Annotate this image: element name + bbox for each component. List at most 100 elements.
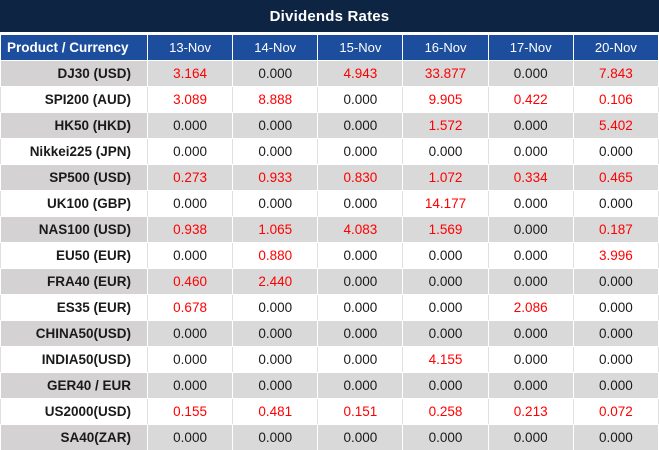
value-cell: 0.000 (317, 294, 404, 321)
value-cell: 1.072 (402, 164, 489, 191)
column-header-date: 15-Nov (317, 34, 404, 61)
value-cell: 0.460 (146, 268, 234, 295)
value-cell: 0.000 (487, 216, 574, 243)
table-row: SPI200 (AUD) 3.089 8.888 0.000 9.905 0.4… (0, 86, 659, 113)
table-row: ES35 (EUR) 0.678 0.000 0.000 0.000 2.086… (0, 294, 659, 321)
value-cell: 0.000 (572, 372, 659, 399)
table-row: CHINA50(USD) 0.000 0.000 0.000 0.000 0.0… (0, 320, 659, 347)
value-cell: 0.000 (487, 320, 574, 347)
table-row: SA40(ZAR) 0.000 0.000 0.000 0.000 0.000 … (0, 424, 659, 450)
value-cell: 0.000 (146, 424, 234, 450)
value-cell: 9.905 (402, 86, 489, 113)
value-cell: 0.000 (402, 424, 489, 450)
product-cell: EU50 (EUR) (0, 242, 148, 269)
value-cell: 0.422 (487, 86, 574, 113)
column-header-product: Product / Currency (0, 34, 148, 61)
value-cell: 0.151 (317, 398, 404, 425)
value-cell: 0.000 (146, 372, 234, 399)
value-cell: 2.086 (487, 294, 574, 321)
value-cell: 14.177 (402, 190, 489, 217)
value-cell: 0.000 (572, 424, 659, 450)
value-cell: 0.000 (232, 346, 319, 373)
product-cell: SP500 (USD) (0, 164, 148, 191)
value-cell: 0.000 (146, 138, 234, 165)
value-cell: 0.481 (232, 398, 319, 425)
value-cell: 0.000 (317, 424, 404, 450)
product-cell: UK100 (GBP) (0, 190, 148, 217)
value-cell: 0.000 (487, 138, 574, 165)
value-cell: 0.072 (572, 398, 659, 425)
value-cell: 0.000 (402, 320, 489, 347)
value-cell: 0.000 (146, 112, 234, 139)
table-row: FRA40 (EUR) 0.460 2.440 0.000 0.000 0.00… (0, 268, 659, 295)
value-cell: 0.000 (572, 190, 659, 217)
value-cell: 0.155 (146, 398, 234, 425)
value-cell: 0.000 (317, 190, 404, 217)
value-cell: 0.000 (232, 112, 319, 139)
value-cell: 0.000 (146, 320, 234, 347)
value-cell: 0.000 (232, 190, 319, 217)
value-cell: 33.877 (402, 60, 489, 87)
value-cell: 0.000 (317, 242, 404, 269)
table-body: DJ30 (USD) 3.164 0.000 4.943 33.877 0.00… (0, 60, 659, 450)
value-cell: 0.000 (317, 112, 404, 139)
value-cell: 3.996 (572, 242, 659, 269)
value-cell: 2.440 (232, 268, 319, 295)
value-cell: 0.000 (146, 346, 234, 373)
value-cell: 0.000 (146, 190, 234, 217)
value-cell: 4.943 (317, 60, 404, 87)
table-row: EU50 (EUR) 0.000 0.880 0.000 0.000 0.000… (0, 242, 659, 269)
value-cell: 0.000 (487, 346, 574, 373)
value-cell: 0.106 (572, 86, 659, 113)
value-cell: 1.569 (402, 216, 489, 243)
value-cell: 0.000 (487, 242, 574, 269)
product-cell: GER40 / EUR (0, 372, 148, 399)
value-cell: 0.000 (572, 294, 659, 321)
value-cell: 1.065 (232, 216, 319, 243)
value-cell: 0.465 (572, 164, 659, 191)
table-row: UK100 (GBP) 0.000 0.000 0.000 14.177 0.0… (0, 190, 659, 217)
value-cell: 0.933 (232, 164, 319, 191)
value-cell: 0.258 (402, 398, 489, 425)
value-cell: 4.083 (317, 216, 404, 243)
value-cell: 0.000 (317, 372, 404, 399)
value-cell: 7.843 (572, 60, 659, 87)
product-cell: HK50 (HKD) (0, 112, 148, 139)
column-header-date: 16-Nov (402, 34, 489, 61)
value-cell: 0.000 (402, 138, 489, 165)
product-cell: US2000(USD) (0, 398, 148, 425)
table-row: US2000(USD) 0.155 0.481 0.151 0.258 0.21… (0, 398, 659, 425)
column-header-date: 14-Nov (232, 34, 319, 61)
value-cell: 0.000 (572, 346, 659, 373)
value-cell: 0.000 (487, 112, 574, 139)
value-cell: 0.000 (402, 242, 489, 269)
product-cell: SA40(ZAR) (0, 424, 148, 450)
product-cell: CHINA50(USD) (0, 320, 148, 347)
product-cell: FRA40 (EUR) (0, 268, 148, 295)
value-cell: 1.572 (402, 112, 489, 139)
dividends-rates-table: Product / Currency 13-Nov 14-Nov 15-Nov … (0, 34, 659, 450)
product-cell: INDIA50(USD) (0, 346, 148, 373)
value-cell: 0.187 (572, 216, 659, 243)
table-row: Nikkei225 (JPN) 0.000 0.000 0.000 0.000 … (0, 138, 659, 165)
value-cell: 0.213 (487, 398, 574, 425)
value-cell: 0.000 (572, 320, 659, 347)
table-row: HK50 (HKD) 0.000 0.000 0.000 1.572 0.000… (0, 112, 659, 139)
value-cell: 0.000 (487, 372, 574, 399)
value-cell: 4.155 (402, 346, 489, 373)
product-cell: DJ30 (USD) (0, 60, 148, 87)
table-row: GER40 / EUR 0.000 0.000 0.000 0.000 0.00… (0, 372, 659, 399)
column-header-date: 20-Nov (572, 34, 659, 61)
value-cell: 0.000 (572, 268, 659, 295)
product-cell: Nikkei225 (JPN) (0, 138, 148, 165)
table-row: INDIA50(USD) 0.000 0.000 0.000 4.155 0.0… (0, 346, 659, 373)
product-cell: NAS100 (USD) (0, 216, 148, 243)
value-cell: 0.678 (146, 294, 234, 321)
value-cell: 0.000 (317, 138, 404, 165)
value-cell: 0.000 (317, 86, 404, 113)
value-cell: 0.000 (402, 268, 489, 295)
title-bar: Dividends Rates (0, 0, 659, 34)
value-cell: 8.888 (232, 86, 319, 113)
value-cell: 0.000 (232, 372, 319, 399)
